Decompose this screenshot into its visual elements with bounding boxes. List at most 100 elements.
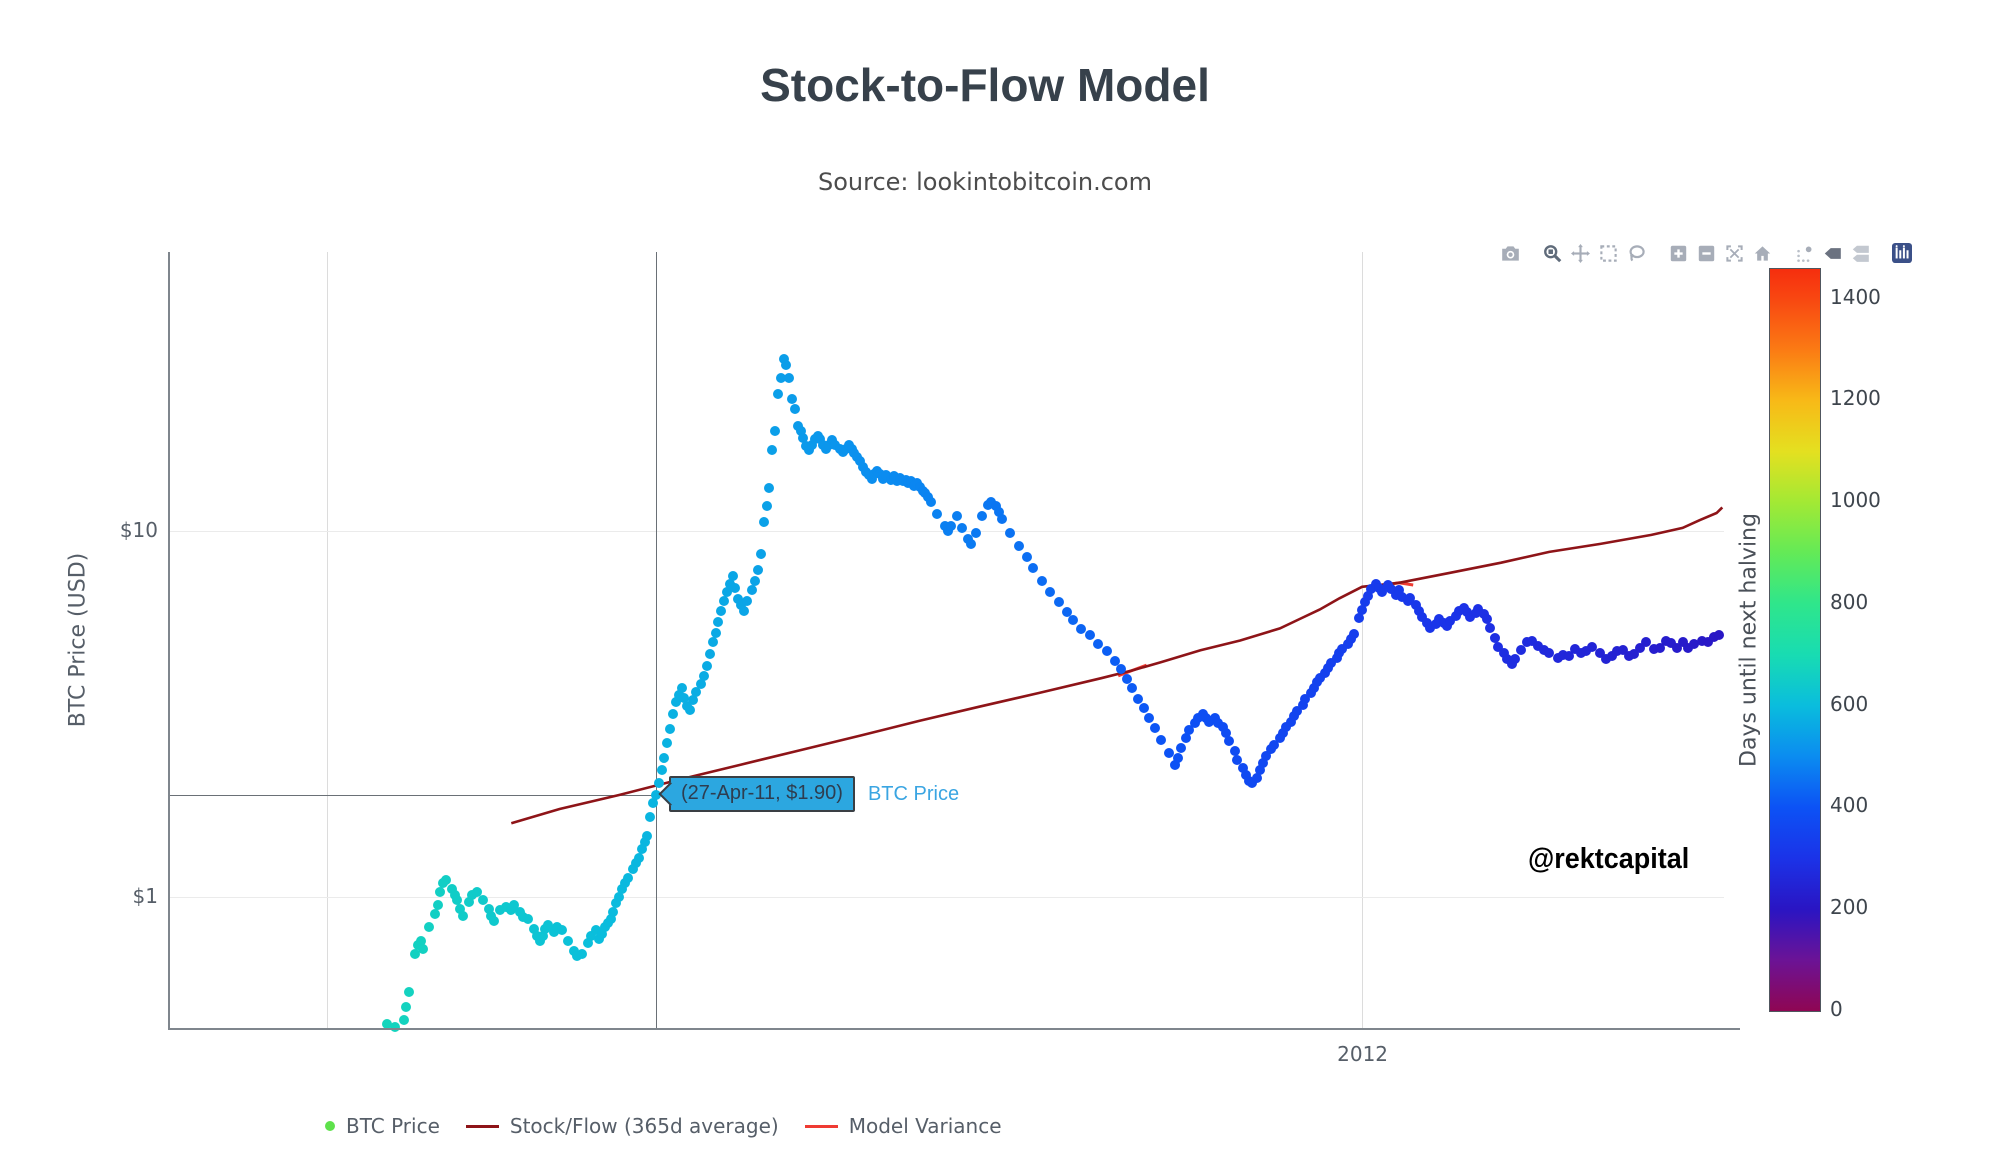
scatter-point[interactable] bbox=[611, 898, 622, 909]
scatter-point[interactable] bbox=[770, 425, 781, 436]
legend-item-model-variance[interactable]: Model Variance bbox=[804, 1114, 1002, 1138]
scatter-point[interactable] bbox=[1342, 638, 1353, 649]
scatter-point[interactable] bbox=[764, 483, 775, 494]
scatter-point[interactable] bbox=[642, 830, 653, 841]
scatter-point[interactable] bbox=[477, 895, 488, 906]
scatter-point[interactable] bbox=[1411, 600, 1422, 611]
scatter-point[interactable] bbox=[1067, 615, 1078, 626]
scatter-point[interactable] bbox=[1306, 688, 1317, 699]
scatter-point[interactable] bbox=[466, 890, 477, 901]
scatter-point[interactable] bbox=[1697, 635, 1708, 646]
scatter-point[interactable] bbox=[1433, 614, 1444, 625]
scatter-point[interactable] bbox=[1229, 745, 1240, 756]
scatter-point[interactable] bbox=[1053, 596, 1064, 607]
scatter-point[interactable] bbox=[1192, 712, 1203, 723]
scatter-point[interactable] bbox=[1084, 629, 1095, 640]
scatter-point[interactable] bbox=[962, 534, 973, 545]
scatter-point[interactable] bbox=[415, 935, 426, 946]
scatter-point[interactable] bbox=[401, 1002, 412, 1013]
scatter-point[interactable] bbox=[509, 900, 520, 911]
scatter-point[interactable] bbox=[1252, 772, 1263, 783]
scatter-point[interactable] bbox=[1481, 614, 1492, 625]
scatter-point[interactable] bbox=[1654, 642, 1665, 653]
scatter-point[interactable] bbox=[656, 764, 667, 775]
scatter-point[interactable] bbox=[753, 565, 764, 576]
scatter-point[interactable] bbox=[1331, 652, 1342, 663]
scatter-point[interactable] bbox=[483, 903, 494, 914]
zoom-in-button[interactable] bbox=[1668, 243, 1688, 263]
lasso-select-button[interactable] bbox=[1626, 243, 1646, 263]
zoom-mode-button[interactable] bbox=[1542, 243, 1562, 263]
scatter-point[interactable] bbox=[650, 789, 661, 800]
scatter-point[interactable] bbox=[736, 600, 747, 611]
scatter-point[interactable] bbox=[1538, 645, 1549, 655]
scatter-point[interactable] bbox=[435, 887, 446, 898]
scatter-point[interactable] bbox=[1175, 742, 1186, 753]
hover-closest-button[interactable] bbox=[1822, 243, 1842, 263]
scatter-point[interactable] bbox=[1677, 637, 1688, 648]
scatter-point[interactable] bbox=[1416, 612, 1427, 623]
scatter-point[interactable] bbox=[1289, 711, 1300, 722]
scatter-point[interactable] bbox=[1564, 651, 1575, 662]
scatter-point[interactable] bbox=[1036, 576, 1047, 587]
scatter-point[interactable] bbox=[761, 501, 772, 512]
scatter-point[interactable] bbox=[1666, 638, 1677, 649]
scatter-point[interactable] bbox=[741, 596, 752, 607]
scatter-point[interactable] bbox=[829, 439, 840, 450]
scatter-point[interactable] bbox=[1601, 653, 1612, 664]
scatter-point[interactable] bbox=[409, 948, 420, 959]
scatter-point[interactable] bbox=[1521, 637, 1532, 648]
scatter-point[interactable] bbox=[957, 522, 968, 533]
box-select-button[interactable] bbox=[1598, 243, 1618, 263]
scatter-point[interactable] bbox=[577, 948, 588, 959]
scatter-point[interactable] bbox=[458, 910, 469, 921]
scatter-point[interactable] bbox=[1076, 623, 1087, 634]
scatter-point[interactable] bbox=[823, 439, 834, 450]
scatter-point[interactable] bbox=[653, 777, 664, 788]
scatter-point[interactable] bbox=[1510, 653, 1521, 664]
scatter-point[interactable] bbox=[628, 864, 639, 875]
scatter-point[interactable] bbox=[523, 914, 534, 925]
scatter-point[interactable] bbox=[1203, 716, 1214, 727]
scatter-point[interactable] bbox=[429, 908, 440, 919]
scatter-point[interactable] bbox=[1413, 606, 1424, 617]
scatter-point[interactable] bbox=[500, 901, 511, 912]
scatter-point[interactable] bbox=[1365, 584, 1376, 595]
scatter-point[interactable] bbox=[1269, 739, 1280, 750]
scatter-point[interactable] bbox=[597, 929, 608, 940]
scatter-point[interactable] bbox=[679, 692, 690, 703]
scatter-point[interactable] bbox=[563, 935, 574, 946]
scatter-point[interactable] bbox=[1022, 551, 1033, 562]
scatter-point[interactable] bbox=[1291, 705, 1302, 716]
scatter-point[interactable] bbox=[1688, 639, 1699, 650]
scatter-point[interactable] bbox=[585, 931, 596, 942]
scatter-point[interactable] bbox=[750, 576, 761, 587]
scatter-point[interactable] bbox=[1405, 593, 1416, 604]
scatter-point[interactable] bbox=[977, 510, 988, 521]
scatter-point[interactable] bbox=[1623, 651, 1634, 662]
scatter-point[interactable] bbox=[738, 605, 749, 616]
scatter-point[interactable] bbox=[1255, 765, 1266, 776]
scatter-point[interactable] bbox=[1337, 643, 1348, 654]
scatter-point[interactable] bbox=[1422, 618, 1433, 629]
scatter-point[interactable] bbox=[455, 903, 466, 914]
scatter-point[interactable] bbox=[543, 919, 554, 930]
scatter-point[interactable] bbox=[795, 425, 806, 436]
colorbar[interactable] bbox=[1769, 268, 1821, 1012]
scatter-point[interactable] bbox=[965, 539, 976, 550]
scatter-point[interactable] bbox=[1164, 747, 1175, 758]
scatter-point[interactable] bbox=[1552, 652, 1563, 663]
scatter-point[interactable] bbox=[1362, 590, 1373, 601]
scatter-point[interactable] bbox=[1490, 633, 1501, 644]
scatter-point[interactable] bbox=[1445, 616, 1456, 627]
scatter-point[interactable] bbox=[1028, 563, 1039, 574]
scatter-point[interactable] bbox=[1595, 648, 1606, 659]
scatter-point[interactable] bbox=[534, 935, 545, 946]
scatter-point[interactable] bbox=[1640, 637, 1651, 648]
scatter-point[interactable] bbox=[1260, 750, 1271, 761]
scatter-point[interactable] bbox=[985, 497, 996, 508]
scatter-point[interactable] bbox=[798, 433, 809, 444]
scatter-point[interactable] bbox=[699, 671, 710, 682]
scatter-point[interactable] bbox=[1348, 629, 1359, 640]
scatter-point[interactable] bbox=[858, 461, 868, 472]
